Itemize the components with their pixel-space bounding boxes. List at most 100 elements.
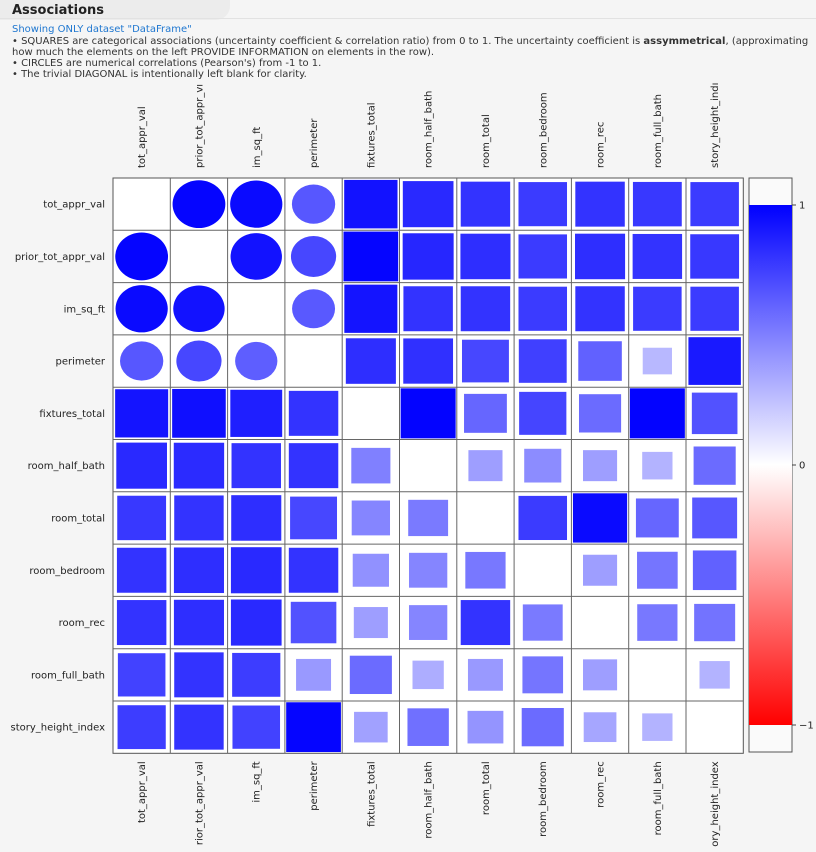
association-square-room_bedroom-prior_tot_appr_val [173, 547, 224, 594]
association-square-room_total-room_bedroom [518, 495, 568, 541]
association-square-perimeter-room_half_bath [403, 338, 454, 384]
association-square-room_bedroom-fixtures_total [352, 553, 389, 587]
colorbar-gradient [749, 205, 792, 725]
x-tick-label-top: room_total [481, 114, 492, 168]
association-square-room_bedroom-tot_appr_val [116, 547, 167, 593]
line1-post: , (approximating how much the elements o… [12, 36, 809, 58]
tab-strip-line [0, 18, 816, 19]
association-square-tot_appr_val-room_half_bath [402, 181, 454, 228]
association-square-room_full_bath-room_total [467, 658, 503, 691]
association-square-story_height_index-fixtures_total [354, 711, 388, 743]
association-square-room_half_bath-room_total [468, 450, 503, 482]
x-tick-label-bottom: room_total [481, 761, 492, 815]
x-tick-label-top: perimeter [309, 118, 320, 168]
association-square-fixtures_total-story_height_index [691, 392, 738, 435]
association-square-room_half_bath-prior_tot_appr_val [173, 442, 225, 489]
correlation-circle-im_sq_ft-prior_tot_appr_val [173, 285, 225, 333]
association-square-room_full_bath-room_half_bath [412, 660, 444, 690]
description-line-2: • CIRCLES are numerical correlations (Pe… [12, 58, 322, 69]
y-tick-label: room_full_bath [31, 670, 105, 681]
association-square-room_total-fixtures_total [351, 500, 391, 536]
association-square-room_rec-room_bedroom [522, 604, 563, 641]
association-square-fixtures_total-room_rec [578, 394, 622, 433]
x-tick-label-top: im_sq_ft [252, 127, 263, 168]
association-square-story_height_index-prior_tot_appr_val [174, 704, 224, 750]
association-square-perimeter-room_full_bath [642, 347, 672, 375]
association-square-fixtures_total-room_bedroom [519, 391, 567, 435]
association-square-tot_appr_val-room_total [460, 181, 511, 227]
association-square-room_full_bath-story_height_index [699, 661, 730, 689]
y-tick-label: room_total [51, 513, 105, 524]
x-tick-label-bottom: room_bedroom [538, 761, 549, 837]
association-square-tot_appr_val-story_height_index [690, 182, 739, 227]
x-tick-label-bottom: room_full_bath [653, 761, 664, 835]
association-square-room_total-tot_appr_val [117, 495, 167, 541]
association-square-prior_tot_appr_val-room_bedroom [518, 234, 568, 279]
association-square-room_rec-room_full_bath [637, 604, 678, 641]
association-square-im_sq_ft-room_bedroom [518, 286, 568, 331]
association-square-room_half_bath-tot_appr_val [116, 442, 167, 489]
association-square-fixtures_total-im_sq_ft [230, 389, 283, 437]
association-square-perimeter-room_bedroom [518, 339, 567, 383]
association-square-room_bedroom-perimeter [288, 547, 339, 593]
y-tick-label: perimeter [56, 357, 106, 368]
correlation-circle-perimeter-im_sq_ft [235, 341, 278, 381]
association-square-fixtures_total-room_half_bath [400, 388, 456, 439]
association-square-im_sq_ft-room_full_bath [633, 286, 682, 331]
x-tick-label-top: room_half_bath [424, 91, 435, 168]
association-square-tot_appr_val-room_bedroom [518, 182, 568, 227]
association-square-prior_tot_appr_val-fixtures_total [343, 231, 399, 282]
association-square-im_sq_ft-room_half_bath [403, 286, 453, 332]
association-square-story_height_index-perimeter [286, 702, 341, 753]
association-square-im_sq_ft-story_height_index [690, 286, 739, 331]
correlation-circle-prior_tot_appr_val-tot_appr_val [115, 232, 169, 281]
correlation-circle-perimeter-prior_tot_appr_val [176, 340, 222, 382]
dataset-subtitle: Showing ONLY dataset "DataFrame" [12, 24, 192, 35]
association-square-im_sq_ft-room_rec [575, 286, 625, 332]
association-square-room_full_bath-perimeter [296, 658, 332, 691]
association-square-room_total-perimeter [290, 496, 338, 540]
association-square-room_rec-im_sq_ft [230, 599, 282, 646]
association-square-perimeter-room_total [461, 339, 509, 383]
line1-pre: • SQUARES are categorical associations (… [12, 36, 644, 47]
y-tick-label: room_rec [59, 618, 105, 629]
correlation-circle-tot_appr_val-perimeter [291, 184, 336, 224]
description: • SQUARES are categorical associations (… [12, 36, 812, 80]
x-tick-label-bottom: rior_tot_appr_val [194, 761, 205, 845]
matrix-marks [115, 179, 741, 753]
page-title: Associations [12, 3, 104, 18]
y-tick-label: room_bedroom [29, 566, 105, 577]
association-square-perimeter-story_height_index [688, 337, 741, 385]
association-square-room_full_bath-room_rec [583, 659, 618, 691]
association-square-story_height_index-room_rec [583, 712, 617, 743]
association-square-room_full_bath-im_sq_ft [232, 652, 281, 697]
association-square-story_height_index-room_bedroom [521, 707, 564, 747]
association-square-room_bedroom-room_rec [583, 554, 618, 586]
association-square-room_half_bath-room_full_bath [642, 451, 673, 480]
association-square-prior_tot_appr_val-story_height_index [690, 234, 740, 279]
association-square-room_half_bath-fixtures_total [351, 447, 391, 484]
y-tick-label: room_half_bath [28, 461, 105, 472]
matrix-tick-labels: tot_appr_valtot_appr_valtot_appr_valprio… [10, 83, 721, 847]
x-tick-label-bottom: ory_height_index [710, 761, 721, 846]
x-tick-label-top: tot_appr_val [137, 106, 148, 168]
x-tick-label-bottom: tot_appr_val [137, 761, 148, 823]
association-square-room_bedroom-story_height_index [692, 550, 737, 591]
association-square-room_full_bath-fixtures_total [349, 655, 392, 695]
association-square-prior_tot_appr_val-room_total [460, 233, 511, 280]
association-square-room_total-story_height_index [692, 497, 738, 539]
association-square-room_full_bath-room_bedroom [522, 656, 564, 694]
y-tick-label: im_sq_ft [64, 304, 105, 315]
association-square-room_bedroom-room_total [465, 551, 506, 589]
correlation-circle-im_sq_ft-perimeter [292, 289, 336, 329]
association-square-room_full_bath-tot_appr_val [117, 653, 166, 697]
association-square-im_sq_ft-room_total [460, 286, 511, 332]
y-tick-label: fixtures_total [39, 409, 105, 420]
association-square-room_bedroom-room_full_bath [637, 551, 678, 589]
association-square-tot_appr_val-room_full_bath [632, 181, 682, 227]
association-square-perimeter-fixtures_total [345, 338, 396, 384]
correlation-circle-tot_appr_val-prior_tot_appr_val [172, 180, 226, 229]
association-square-room_half_bath-im_sq_ft [231, 443, 281, 489]
correlation-circle-tot_appr_val-im_sq_ft [230, 180, 283, 228]
